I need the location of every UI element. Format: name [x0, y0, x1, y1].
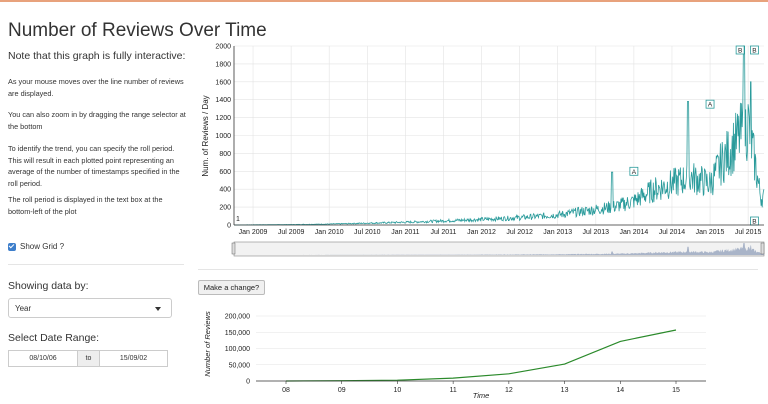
showing-by-value: Year [15, 304, 32, 313]
annotation-label: B [738, 48, 742, 55]
annotation-box[interactable] [705, 99, 715, 109]
x-tick-label: 10 [394, 387, 402, 394]
range-handle-left[interactable] [231, 242, 236, 255]
y-tick-label: 600 [219, 169, 231, 176]
x-tick-label: Jan 2013 [543, 229, 572, 236]
x-axis-ticks: Jan 2009 Jul 2009 Jan 2010 Jul 2010 Jan 2011… [239, 229, 762, 236]
y-tick-label: 200,000 [225, 314, 250, 321]
x-tick-label: Jul 2013 [583, 229, 610, 236]
x-tick-label: 12 [505, 387, 513, 394]
date-range-label: Select Date Range: [8, 332, 100, 344]
x-tick-label: Jan 2014 [619, 229, 648, 236]
x-tick-label: 09 [338, 387, 346, 394]
y-tick-label: 100,000 [225, 346, 250, 353]
annotation-box[interactable] [629, 166, 639, 176]
y-tick-label: 0 [246, 379, 250, 386]
y-tick-label: 1800 [215, 61, 231, 68]
y-tick-label: 400 [219, 187, 231, 194]
annotation-label: B [752, 219, 756, 226]
x-tick-label: 11 [450, 387, 457, 394]
y-tick-label: 0 [227, 223, 231, 230]
reviews-by-year-chart[interactable]: 0 50,000 100,000 150,000 200,000 08 09 10 11 12 1… [198, 304, 766, 404]
help-paragraph: As your mouse moves over the line number… [8, 77, 184, 98]
annotation-marker[interactable]: B [750, 45, 759, 55]
x-tick-label: Jan 2012 [467, 229, 496, 236]
x-tick-label: 08 [282, 387, 290, 394]
y-tick-label: 800 [219, 151, 231, 158]
y-axis-label: Num. of Reviews / Day [201, 95, 210, 176]
x-tick-label: Jan 2009 [239, 229, 268, 236]
x-tick-label: Jul 2009 [278, 229, 305, 236]
showing-by-select[interactable]: Year [8, 298, 172, 318]
help-paragraph: The roll period is displayed in the text… [8, 195, 163, 216]
showing-by-label: Showing data by: [8, 280, 89, 292]
y-tick-label: 1400 [215, 97, 231, 104]
x-tick-label: 15 [672, 387, 680, 394]
date-to-label: to [78, 350, 99, 367]
y-tick-label: 200 [219, 205, 231, 212]
annotation-marker[interactable]: A [629, 166, 639, 176]
y-tick-label: 50,000 [229, 362, 251, 369]
page-title: Number of Reviews Over Time [8, 20, 267, 41]
y-tick-label: 1600 [215, 79, 231, 86]
x-tick-label: Jul 2010 [354, 229, 381, 236]
annotation-label: B [752, 48, 756, 55]
show-grid-toggle[interactable]: Show Grid ? [8, 242, 64, 251]
chart-grid [256, 315, 706, 382]
help-paragraph: You can also zoom in by dragging the ran… [8, 110, 186, 131]
make-change-button[interactable]: Make a change? [198, 280, 265, 295]
y-tick-label: 150,000 [225, 330, 250, 337]
x-axis-ticks: 08 09 10 11 12 13 14 15 [282, 381, 680, 394]
annotation-marker[interactable]: B [735, 45, 745, 55]
range-handle-right[interactable] [760, 242, 765, 255]
y-axis-ticks: 0 200 400 600 800 1000 1200 1400 1600 1800 2000 [215, 44, 231, 230]
chevron-down-icon [155, 307, 161, 311]
annotations[interactable]: A A B B B [629, 45, 759, 226]
range-selector-mini-plot [234, 243, 764, 255]
x-tick-label: Jul 2014 [659, 229, 686, 236]
annotation-box[interactable] [735, 45, 745, 55]
x-tick-label: Jan 2011 [391, 229, 419, 236]
show-grid-label: Show Grid ? [20, 242, 65, 251]
y-axis-label: Number of Reviews [203, 311, 212, 377]
annotation-marker[interactable]: B [750, 216, 759, 226]
reviews-per-day-chart[interactable]: 0 200 400 600 800 1000 1200 1400 1600 1800 2000 Ja… [198, 42, 766, 268]
top-accent-line [0, 0, 768, 2]
x-tick-label: Jul 2012 [506, 229, 533, 236]
y-tick-label: 2000 [215, 44, 231, 51]
chart-grid [234, 45, 764, 226]
sidebar-divider [8, 264, 184, 265]
annotation-box[interactable] [750, 45, 759, 55]
annotation-label: A [708, 102, 713, 109]
yearly-reviews-line[interactable] [285, 329, 677, 382]
annotation-label: A [632, 169, 637, 176]
x-tick-label: 14 [616, 387, 624, 394]
x-tick-label: Jan 2010 [315, 229, 344, 236]
y-axis-ticks: 0 50,000 100,000 150,000 200,000 [225, 314, 250, 386]
y-tick-label: 1200 [215, 115, 231, 122]
x-axis-label: Time [473, 391, 490, 400]
x-tick-label: 13 [561, 387, 569, 394]
annotation-marker[interactable]: A [705, 99, 715, 109]
y-tick-label: 1000 [215, 133, 231, 140]
help-paragraph: To identify the trend, you can specify t… [8, 144, 180, 188]
interactive-note: Note that this graph is fully interactiv… [8, 50, 186, 62]
roll-period-box[interactable]: 1 [236, 216, 240, 223]
date-to-input[interactable]: 15/09/02 [99, 350, 168, 367]
x-tick-label: Jul 2011 [430, 229, 456, 236]
date-from-input[interactable]: 08/10/06 [8, 350, 78, 367]
x-tick-label: Jan 2015 [696, 229, 725, 236]
show-grid-checkbox[interactable] [8, 242, 16, 251]
reviews-series-line[interactable] [234, 45, 765, 226]
main-divider [198, 269, 758, 270]
x-tick-label: Jul 2015 [735, 229, 762, 236]
